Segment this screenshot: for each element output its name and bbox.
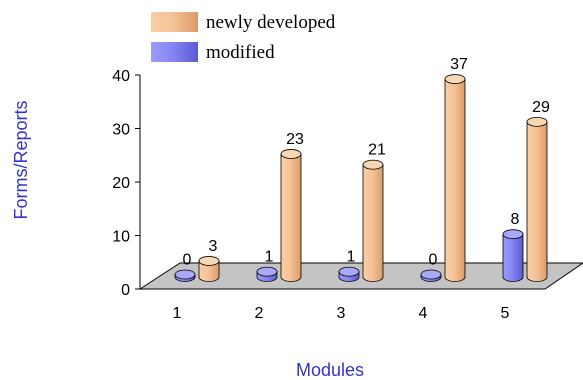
data-label: 21 xyxy=(368,142,386,159)
bar-newly-developed-4 xyxy=(444,74,466,282)
data-label: 1 xyxy=(265,249,274,266)
x-axis-ticks: 1 2 3 4 5 xyxy=(173,305,510,322)
bar-body xyxy=(362,164,384,282)
bar-modified-5 xyxy=(502,229,524,282)
data-label: 29 xyxy=(532,99,550,116)
bar-cap xyxy=(174,269,196,280)
bar-body xyxy=(502,233,524,282)
legend-label-modified: modified xyxy=(206,42,275,63)
bar-modified-1 xyxy=(174,269,196,282)
data-label: 3 xyxy=(209,238,218,255)
bar-body xyxy=(526,121,548,282)
x-tick-label: 2 xyxy=(255,305,264,322)
y-axis-title: Forms/Reports xyxy=(11,100,31,219)
bar-cap xyxy=(502,229,524,240)
bar-cap xyxy=(280,149,302,159)
bar-cap xyxy=(256,266,278,277)
y-tick-label: 30 xyxy=(112,122,130,139)
legend-swatch-newly-developed xyxy=(151,12,198,32)
chart-floor xyxy=(138,262,583,290)
x-tick-label: 1 xyxy=(173,305,182,322)
bars xyxy=(174,74,548,282)
bar-cap xyxy=(198,256,220,266)
bar-modified-4 xyxy=(420,269,442,282)
bar-body xyxy=(198,260,220,282)
y-tick-label: 10 xyxy=(112,229,130,246)
bar-newly-developed-1 xyxy=(198,256,220,282)
data-label: 8 xyxy=(511,211,520,228)
y-tick-label: 0 xyxy=(121,282,130,299)
bar-cap xyxy=(420,269,442,280)
data-label: 0 xyxy=(183,252,192,269)
x-tick-label: 5 xyxy=(501,305,510,322)
x-tick-label: 3 xyxy=(337,305,346,322)
legend: newly developed modified xyxy=(151,12,336,63)
bar-cap xyxy=(338,266,360,277)
bar-body xyxy=(280,153,302,282)
data-label: 37 xyxy=(450,56,468,73)
legend-label-newly-developed: newly developed xyxy=(206,12,336,33)
bar-newly-developed-5 xyxy=(526,116,548,282)
legend-swatch-modified xyxy=(151,42,198,62)
bar-newly-developed-2 xyxy=(280,149,302,282)
bar-cap xyxy=(362,159,384,170)
bar-cap xyxy=(526,116,548,127)
x-tick-label: 4 xyxy=(419,305,428,322)
y-axis-ticks: 0 10 20 30 40 xyxy=(112,68,140,299)
bar-modified-2 xyxy=(256,266,278,282)
data-label: 0 xyxy=(429,252,438,269)
bar-modified-3 xyxy=(338,266,360,282)
x-axis-title: Modules xyxy=(296,360,364,380)
y-tick-label: 40 xyxy=(112,68,130,85)
bar-body xyxy=(444,78,466,282)
y-tick-label: 20 xyxy=(112,175,130,192)
data-label: 1 xyxy=(347,249,356,266)
data-label: 23 xyxy=(286,131,304,148)
bar-newly-developed-3 xyxy=(362,159,384,282)
bar-cap xyxy=(444,74,466,84)
